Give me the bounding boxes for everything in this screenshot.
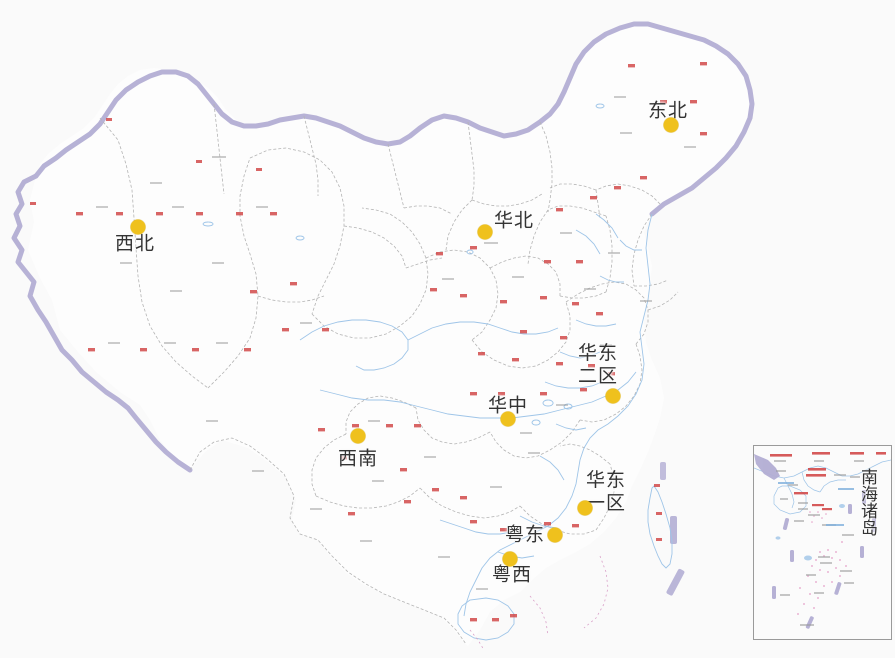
region-node-huadong2[interactable]: [605, 388, 621, 404]
national-border: [11, 21, 755, 473]
offshore-border-marks: [660, 462, 685, 596]
region-node-huabei[interactable]: [477, 224, 493, 240]
region-node-dongbei[interactable]: [663, 117, 679, 133]
region-label-huadong1[interactable]: 华东 一区: [585, 469, 627, 514]
region-label-huazhong[interactable]: 华中: [487, 394, 529, 417]
mainland-landmass: [28, 22, 752, 646]
south-china-sea-inset[interactable]: 南海诸岛: [753, 445, 892, 640]
region-node-yuexi[interactable]: [502, 551, 518, 567]
inset-title: 南海诸岛: [857, 468, 877, 536]
region-label-xinan[interactable]: 西南: [337, 447, 379, 470]
region-label-yuexi[interactable]: 粤西: [491, 563, 533, 586]
region-label-xibei[interactable]: 西北: [114, 232, 156, 255]
region-node-yuedong[interactable]: [547, 527, 563, 543]
region-label-huadong2[interactable]: 华东 二区: [577, 342, 619, 387]
region-label-dongbei[interactable]: 东北: [647, 99, 689, 122]
region-node-huazhong[interactable]: [500, 411, 516, 427]
region-label-yuedong[interactable]: 粤东: [504, 523, 546, 546]
region-label-huabei[interactable]: 华北: [493, 209, 535, 232]
maritime-boundary: [469, 555, 609, 651]
region-node-xibei[interactable]: [130, 219, 146, 235]
region-node-huadong1[interactable]: [577, 500, 593, 516]
city-markers: [30, 62, 707, 622]
microlabels: [96, 96, 696, 590]
inset-graphics: [754, 446, 891, 639]
region-node-xinan[interactable]: [350, 428, 366, 444]
